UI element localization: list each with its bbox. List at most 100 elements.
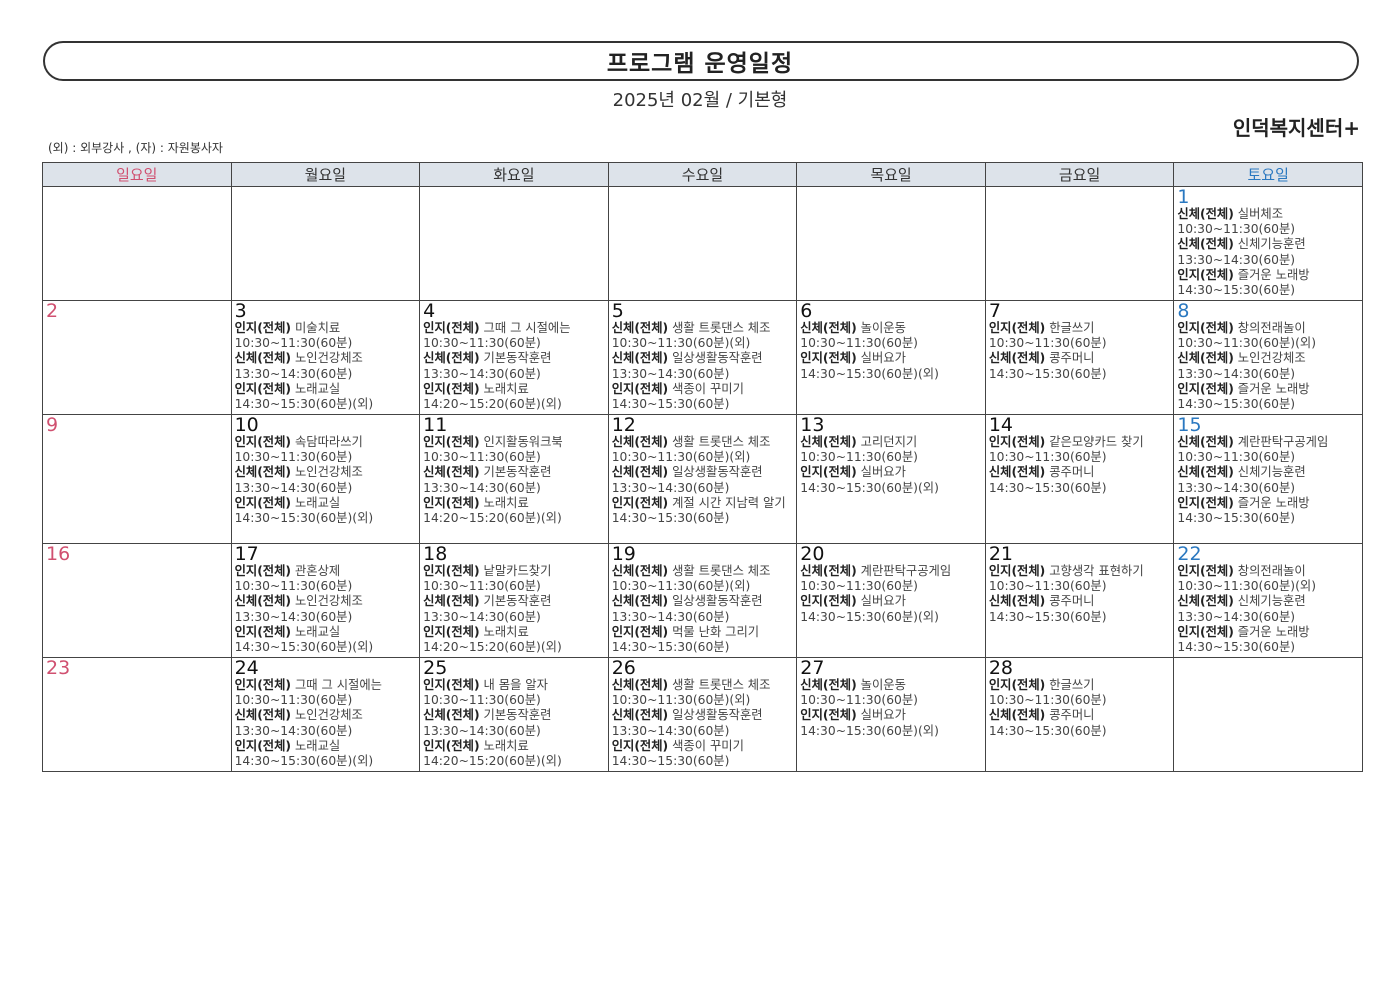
program-category: 신체(전체) <box>234 465 292 480</box>
program-entry: 신체(전체) 생활 트롯댄스 체조 <box>612 321 794 336</box>
program-name: 기본동작훈련 <box>483 708 552 723</box>
program-entry: 인지(전체) 내 몸을 알자 <box>423 678 605 693</box>
program-time: 13:30~14:30(60분) <box>611 609 730 624</box>
program-category: 신체(전체) <box>1177 465 1234 480</box>
program-name: 계란판탁구공게임 <box>1237 435 1329 449</box>
program-entry: 인지(전체) 낱말카드찾기 <box>423 564 605 579</box>
program-time: 14:30~15:30(60분) <box>611 511 730 526</box>
program-category: 인지(전체) <box>611 624 669 639</box>
day-cell: 3 인지(전체) 미술치료 10:30~11:30(60분) 신체(전체) 노인건강체… <box>230 300 421 415</box>
program-category: 신체(전체) <box>1177 594 1234 609</box>
program-name: 즐거운 노래방 <box>1237 381 1310 396</box>
day-number: 18 <box>423 543 448 565</box>
weekday-header-row: 일요일 월요일 화요일 수요일 목요일 금요일 토요일 <box>42 162 1363 187</box>
program-entry: 신체(전체) 생활 트롯댄스 체조 <box>612 435 794 450</box>
program-name: 계란판탁구공게임 <box>860 564 952 578</box>
program-category: 인지(전체) <box>423 564 480 578</box>
day-cell: 18 인지(전체) 낱말카드찾기 10:30~11:30(60분) 신체(전체) 기본… <box>419 543 609 658</box>
day-number: 12 <box>611 414 636 436</box>
program-entry: 신체(전체) 기본동작훈련 <box>423 465 605 480</box>
program-entry: 인지(전체) 실버요가 <box>800 465 982 480</box>
day-cell: 19 신체(전체) 생활 트롯댄스 체조 10:30~11:30(60분)(외) 신체… <box>607 543 798 658</box>
program-name: 관혼상제 <box>294 564 341 578</box>
program-time: 14:30~15:30(60분) <box>1177 397 1296 412</box>
program-entry: 신체(전체) 신체기능훈련 <box>1177 594 1359 609</box>
day-cell <box>230 186 421 301</box>
program-name: 놀이운동 <box>860 678 906 692</box>
program-entry: 신체(전체) 고리던지기 <box>800 435 982 450</box>
program-name: 생활 트롯댄스 체조 <box>672 435 771 449</box>
day-cell: 10 인지(전체) 속담따라쓰기 10:30~11:30(60분) 신체(전체) 노인… <box>230 414 421 544</box>
day-cell: 20 신체(전체) 계란판탁구공게임 10:30~11:30(60분) 인지(전체) … <box>796 543 986 658</box>
program-category: 인지(전체) <box>423 495 480 510</box>
program-entry: 인지(전체) 인지활동워크북 <box>423 435 605 450</box>
week-row: 1 신체(전체) 실버체조 10:30~11:30(60분) 신체(전체) 신체기능훈… <box>42 186 1363 301</box>
program-name: 그때 그 시절에는 <box>294 678 382 692</box>
program-name: 기본동작훈련 <box>483 351 552 366</box>
program-category: 인지(전체) <box>988 321 1046 335</box>
program-name: 놀이운동 <box>860 321 906 335</box>
program-name: 계절 시간 지남력 알기 <box>672 495 786 510</box>
program-name: 창의전래놀이 <box>1237 564 1306 578</box>
program-entry: 신체(전체) 신체기능훈련 <box>1177 465 1359 480</box>
program-category: 인지(전체) <box>423 435 480 449</box>
program-category: 인지(전체) <box>423 678 480 692</box>
day-cell: 6 신체(전체) 놀이운동 10:30~11:30(60분) 인지(전체) 실버요가 1… <box>796 300 986 415</box>
day-cell: 13 신체(전체) 고리던지기 10:30~11:30(60분) 인지(전체) 실버요… <box>796 414 986 544</box>
day-number: 2 <box>46 300 59 322</box>
day-number: 8 <box>1177 300 1190 322</box>
weekday-header: 목요일 <box>796 162 986 187</box>
day-number: 24 <box>234 657 259 679</box>
program-time: 14:30~15:30(60분) <box>1177 283 1296 298</box>
program-name: 신체기능훈련 <box>1237 237 1306 252</box>
day-number: 22 <box>1177 543 1202 565</box>
program-entry: 인지(전체) 창의전래놀이 <box>1177 321 1359 336</box>
day-cell: 4 인지(전체) 그때 그 시절에는 10:30~11:30(60분) 신체(전체) … <box>419 300 609 415</box>
program-entry: 인지(전체) 속담따라쓰기 <box>235 435 417 450</box>
program-name: 신체기능훈련 <box>1237 594 1306 609</box>
program-entry: 인지(전체) 창의전래놀이 <box>1177 564 1359 579</box>
program-name: 실버요가 <box>860 351 906 366</box>
day-cell: 2 <box>42 300 232 415</box>
program-category: 신체(전체) <box>423 708 480 723</box>
program-entry: 인지(전체) 실버요가 <box>800 594 982 609</box>
program-time: 13:30~14:30(60분) <box>423 609 541 624</box>
day-number: 15 <box>1177 414 1202 436</box>
program-name: 인지활동워크북 <box>483 435 563 449</box>
program-category: 신체(전체) <box>988 594 1046 609</box>
program-time: 14:20~15:20(60분)(외) <box>423 397 562 412</box>
program-entry: 인지(전체) 노래교실 <box>235 382 417 397</box>
program-name: 콩주머니 <box>1049 351 1095 366</box>
program-name: 미술치료 <box>294 321 341 335</box>
program-name: 속담따라쓰기 <box>294 435 363 449</box>
program-entry: 인지(전체) 그때 그 시절에는 <box>235 678 417 693</box>
program-name: 실버체조 <box>1237 207 1284 221</box>
program-time: 14:30~15:30(60분)(외) <box>800 609 939 624</box>
program-category: 신체(전체) <box>234 594 292 609</box>
program-category: 인지(전체) <box>234 624 292 639</box>
program-entry: 인지(전체) 노래교실 <box>235 739 417 754</box>
program-category: 인지(전체) <box>234 321 292 335</box>
day-number: 19 <box>611 543 636 565</box>
program-category: 신체(전체) <box>611 678 669 692</box>
program-name: 콩주머니 <box>1049 708 1095 723</box>
program-entry: 신체(전체) 콩주머니 <box>989 708 1171 723</box>
organization-name: 인덕복지센터+ <box>1232 116 1360 140</box>
program-category: 인지(전체) <box>611 738 669 753</box>
program-time: 10:30~11:30(60분)(외) <box>611 336 751 351</box>
day-cell: 9 <box>42 414 232 544</box>
legend-note: (외) : 외부강사 , (자) : 자원봉사자 <box>48 141 223 155</box>
day-cell: 7 인지(전체) 한글쓰기 10:30~11:30(60분) 신체(전체) 콩주머니 1… <box>984 300 1175 415</box>
program-time: 10:30~11:30(60분) <box>234 336 353 351</box>
day-number: 26 <box>611 657 636 679</box>
day-number: 7 <box>988 300 1001 322</box>
program-category: 인지(전체) <box>988 564 1046 578</box>
program-time: 14:30~15:30(60분) <box>988 480 1107 495</box>
day-cell: 26 신체(전체) 생활 트롯댄스 체조 10:30~11:30(60분)(외) 신체… <box>607 657 798 772</box>
program-time: 14:30~15:30(60분)(외) <box>234 511 374 526</box>
program-category: 신체(전체) <box>423 465 480 480</box>
day-cell: 15 신체(전체) 계란판탁구공게임 10:30~11:30(60분) 신체(전체) … <box>1173 414 1363 544</box>
day-number: 11 <box>423 414 448 436</box>
program-time: 13:30~14:30(60분) <box>234 723 353 738</box>
program-name: 생활 트롯댄스 체조 <box>672 678 771 692</box>
